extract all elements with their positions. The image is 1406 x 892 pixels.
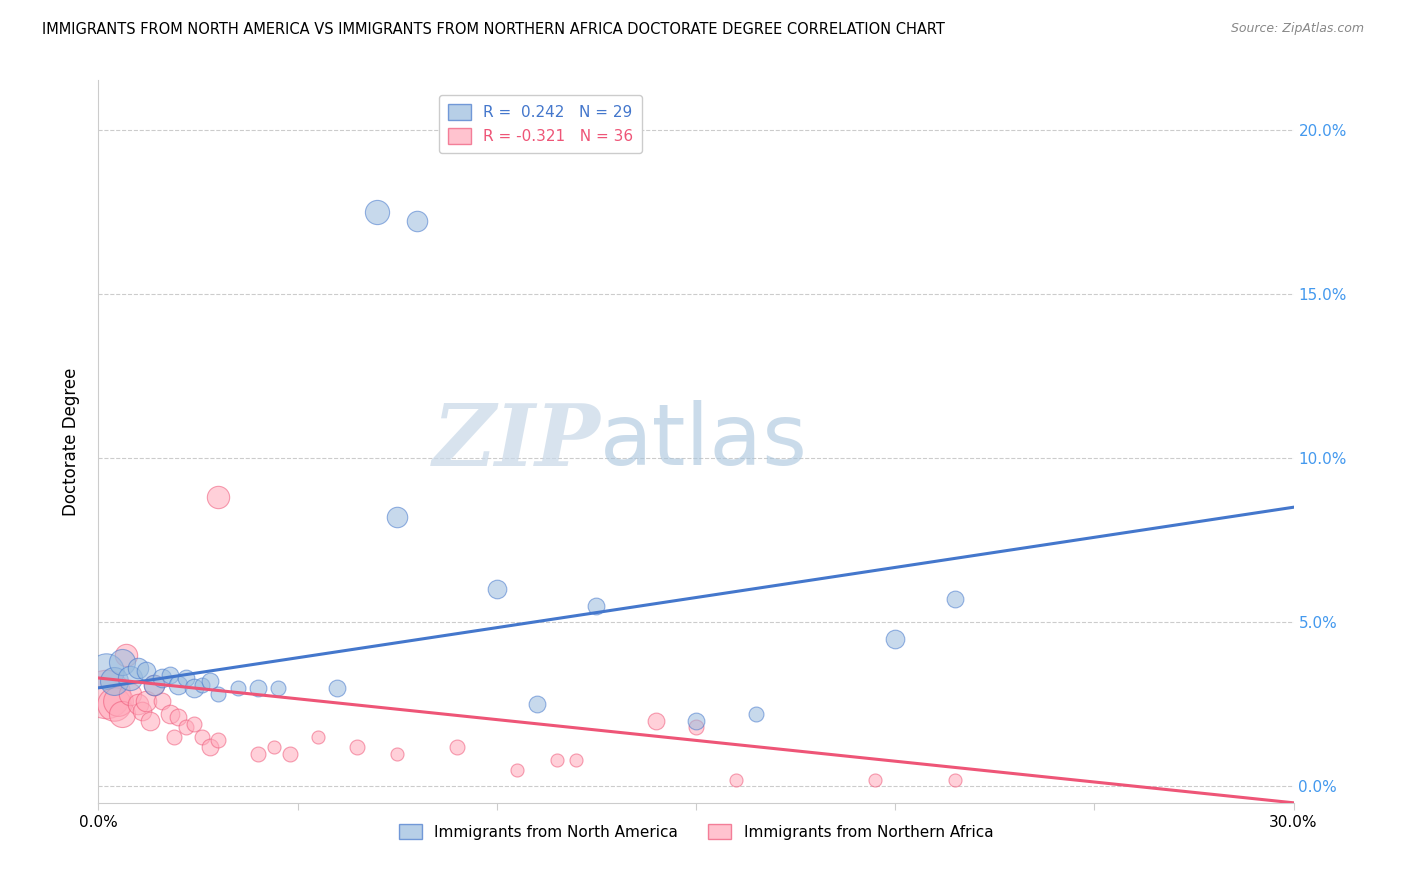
Point bbox=[111, 707, 134, 722]
Point bbox=[150, 694, 173, 708]
Point bbox=[115, 648, 138, 662]
Point bbox=[183, 717, 205, 731]
Point bbox=[865, 772, 887, 787]
Point bbox=[366, 204, 388, 219]
Point bbox=[346, 739, 368, 754]
Point bbox=[103, 674, 125, 689]
Point bbox=[135, 665, 157, 679]
Point bbox=[159, 707, 181, 722]
Point bbox=[107, 694, 129, 708]
Point bbox=[198, 674, 221, 689]
Point bbox=[565, 753, 588, 767]
Point bbox=[207, 733, 229, 747]
Point bbox=[226, 681, 249, 695]
Point bbox=[131, 704, 153, 718]
Point bbox=[263, 739, 285, 754]
Text: atlas: atlas bbox=[600, 400, 808, 483]
Point bbox=[135, 694, 157, 708]
Point bbox=[745, 707, 768, 722]
Point bbox=[127, 698, 149, 712]
Point bbox=[150, 671, 173, 685]
Point bbox=[943, 592, 966, 607]
Point bbox=[645, 714, 668, 728]
Point bbox=[207, 491, 229, 505]
Point bbox=[724, 772, 747, 787]
Point bbox=[191, 730, 214, 744]
Y-axis label: Doctorate Degree: Doctorate Degree bbox=[62, 368, 80, 516]
Point bbox=[167, 710, 190, 724]
Point bbox=[103, 698, 125, 712]
Point bbox=[685, 714, 707, 728]
Text: Source: ZipAtlas.com: Source: ZipAtlas.com bbox=[1230, 22, 1364, 36]
Point bbox=[246, 747, 269, 761]
Point bbox=[96, 687, 118, 701]
Point bbox=[207, 687, 229, 701]
Point bbox=[685, 720, 707, 734]
Point bbox=[585, 599, 607, 613]
Point bbox=[96, 665, 118, 679]
Point bbox=[884, 632, 907, 646]
Point bbox=[385, 510, 409, 524]
Point bbox=[506, 763, 529, 777]
Point bbox=[526, 698, 548, 712]
Point bbox=[143, 677, 166, 691]
Point bbox=[546, 753, 568, 767]
Point bbox=[385, 747, 409, 761]
Point bbox=[167, 677, 190, 691]
Text: ZIP: ZIP bbox=[433, 400, 600, 483]
Point bbox=[198, 739, 221, 754]
Point bbox=[307, 730, 329, 744]
Point bbox=[139, 714, 162, 728]
Point bbox=[267, 681, 290, 695]
Point bbox=[120, 687, 142, 701]
Point bbox=[406, 214, 429, 228]
Point bbox=[127, 661, 149, 675]
Point bbox=[163, 730, 186, 744]
Point bbox=[174, 720, 197, 734]
Point bbox=[246, 681, 269, 695]
Point bbox=[120, 671, 142, 685]
Point bbox=[191, 677, 214, 691]
Text: IMMIGRANTS FROM NORTH AMERICA VS IMMIGRANTS FROM NORTHERN AFRICA DOCTORATE DEGRE: IMMIGRANTS FROM NORTH AMERICA VS IMMIGRA… bbox=[42, 22, 945, 37]
Point bbox=[159, 667, 181, 681]
Point bbox=[174, 671, 197, 685]
Point bbox=[143, 677, 166, 691]
Point bbox=[485, 582, 508, 597]
Point bbox=[943, 772, 966, 787]
Point bbox=[446, 739, 468, 754]
Point bbox=[326, 681, 349, 695]
Point bbox=[278, 747, 301, 761]
Point bbox=[111, 655, 134, 669]
Point bbox=[183, 681, 205, 695]
Legend: Immigrants from North America, Immigrants from Northern Africa: Immigrants from North America, Immigrant… bbox=[392, 818, 1000, 846]
